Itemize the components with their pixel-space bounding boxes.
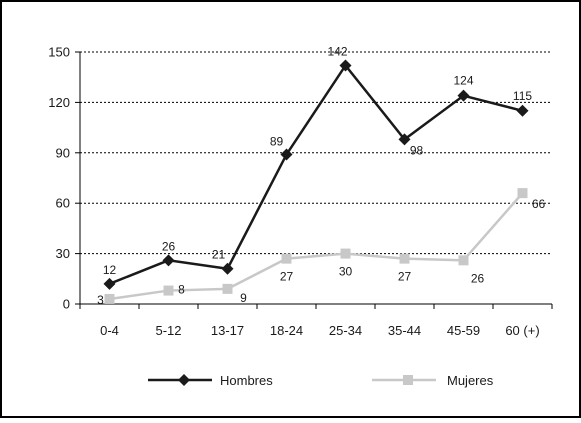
data-point-hombres xyxy=(162,254,175,267)
data-label-mujeres: 3 xyxy=(97,293,104,307)
y-tick-label: 30 xyxy=(56,246,70,261)
data-label-mujeres: 27 xyxy=(280,270,294,284)
data-label-hombres: 89 xyxy=(270,134,284,148)
data-point-hombres xyxy=(398,133,411,146)
x-tick-label: 18-24 xyxy=(270,323,303,338)
x-tick-label: 13-17 xyxy=(211,323,244,338)
data-point-mujeres xyxy=(340,248,351,259)
data-label-hombres: 12 xyxy=(103,263,117,277)
data-point-mujeres xyxy=(281,253,292,264)
data-point-mujeres xyxy=(222,283,233,294)
x-tick-label: 35-44 xyxy=(388,323,421,338)
data-label-hombres: 115 xyxy=(513,89,532,103)
data-label-mujeres: 27 xyxy=(398,270,412,284)
x-tick-label: 25-34 xyxy=(329,323,362,338)
data-point-hombres xyxy=(280,148,293,161)
data-point-mujeres xyxy=(399,253,410,264)
legend-marker-mujeres xyxy=(403,375,413,385)
series-layer xyxy=(103,59,529,304)
legend: Hombres Mujeres xyxy=(148,373,494,388)
data-label-mujeres: 26 xyxy=(471,271,485,285)
data-label-hombres: 98 xyxy=(410,143,424,157)
data-label-hombres: 26 xyxy=(162,239,176,253)
data-point-hombres xyxy=(103,277,116,290)
legend-label-hombres: Hombres xyxy=(220,373,273,388)
data-label-mujeres: 8 xyxy=(178,283,185,297)
data-label-mujeres: 9 xyxy=(240,291,247,305)
x-tick-label: 45-59 xyxy=(447,323,480,338)
data-label-mujeres: 66 xyxy=(532,197,546,211)
data-point-mujeres xyxy=(517,188,528,199)
data-point-mujeres xyxy=(458,255,469,266)
series-line-hombres xyxy=(109,63,523,286)
data-label-mujeres: 30 xyxy=(339,265,353,279)
data-point-hombres xyxy=(516,104,529,117)
y-tick-label: 60 xyxy=(56,196,70,211)
data-label-hombres: 124 xyxy=(453,74,473,88)
data-point-hombres xyxy=(457,89,470,102)
x-tick-label: 5-12 xyxy=(155,323,181,338)
legend-label-mujeres: Mujeres xyxy=(447,373,494,388)
series-line-mujeres xyxy=(109,192,524,301)
data-label-hombres: 21 xyxy=(212,248,226,262)
axes: 0 30 60 90 120 150 0-4 5-12 13-17 18-24 25-34 35-44… xyxy=(48,45,553,338)
grid-lines xyxy=(80,51,552,255)
data-point-hombres xyxy=(339,59,352,72)
data-point-mujeres xyxy=(104,293,115,304)
y-tick-label: 120 xyxy=(48,95,70,110)
legend-marker-hombres xyxy=(178,374,190,386)
y-tick-label: 150 xyxy=(48,45,70,60)
x-tick-label: 60 (+) xyxy=(505,323,539,338)
data-label-hombres: 142 xyxy=(327,44,347,58)
y-tick-label: 0 xyxy=(63,297,70,312)
x-tick-label: 0-4 xyxy=(100,323,119,338)
data-point-mujeres xyxy=(163,285,174,296)
y-tick-label: 90 xyxy=(56,145,70,160)
data-point-hombres xyxy=(221,262,234,275)
